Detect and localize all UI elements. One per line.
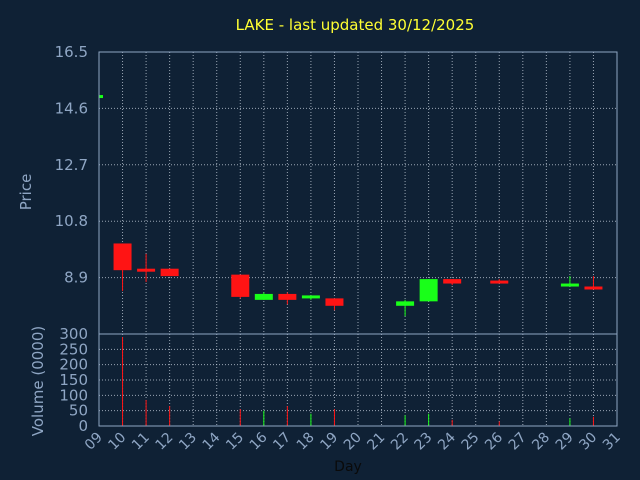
x-tick-labels: 09 10 11 12 13 14 15 16 17 18 19 20 21 22 23 24 25 26 27 28… [82, 429, 624, 453]
price-tick-label: 10.8 [55, 212, 88, 230]
volume-bars [122, 337, 594, 426]
price-axis-label: Price [17, 174, 35, 211]
candle-body [160, 268, 179, 277]
price-candles [98, 95, 603, 317]
candle-body [137, 268, 156, 272]
candle-body [278, 293, 297, 300]
candle-body [113, 243, 132, 271]
price-tick-label: 16.5 [55, 43, 88, 61]
volume-tick-label: 250 [59, 340, 88, 358]
price-tick-label: 14.6 [55, 99, 88, 117]
candle-body [419, 279, 438, 302]
price-tick-labels: 16.5 14.6 12.7 10.8 8.9 [55, 43, 88, 287]
price-tick-label: 12.7 [55, 156, 88, 174]
candle-body [301, 295, 320, 299]
candle-body [231, 274, 250, 297]
candle-body [490, 280, 509, 284]
candle-body [325, 298, 344, 306]
candle-body [254, 293, 273, 300]
volume-tick-label: 50 [69, 402, 88, 420]
candle-body [396, 301, 415, 306]
volume-tick-label: 300 [59, 325, 88, 343]
price-tick-label: 8.9 [64, 269, 88, 287]
volume-tick-label: 0 [78, 417, 88, 435]
volume-tick-label: 200 [59, 356, 88, 374]
candle-body [584, 286, 603, 290]
volume-grid [99, 334, 617, 426]
chart-title: LAKE - last updated 30/12/2025 [236, 16, 475, 34]
volume-tick-label: 150 [59, 371, 88, 389]
x-axis-label: Day [334, 459, 362, 475]
candle-body [443, 279, 462, 284]
volume-tick-label: 100 [59, 386, 88, 404]
candle-body [99, 95, 103, 99]
volume-panel-frame [98, 333, 618, 427]
volume-axis-label: Volume (0000) [29, 326, 47, 436]
candle-body [560, 283, 579, 287]
